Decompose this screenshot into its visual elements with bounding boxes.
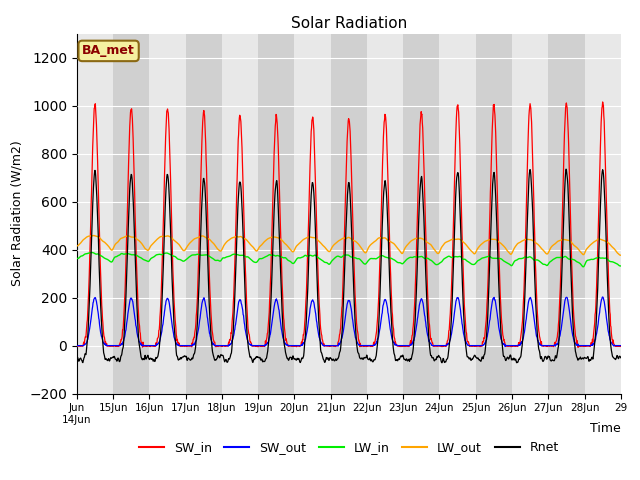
Text: BA_met: BA_met — [82, 44, 135, 58]
Bar — [113, 34, 149, 394]
Title: Solar Radiation: Solar Radiation — [291, 16, 407, 31]
Legend: SW_in, SW_out, LW_in, LW_out, Rnet: SW_in, SW_out, LW_in, LW_out, Rnet — [134, 436, 564, 459]
Bar — [186, 34, 222, 394]
Bar — [403, 34, 440, 394]
Bar — [548, 34, 584, 394]
Bar — [476, 34, 512, 394]
Text: Time: Time — [590, 422, 621, 435]
Bar — [258, 34, 294, 394]
Y-axis label: Solar Radiation (W/m2): Solar Radiation (W/m2) — [11, 141, 24, 287]
Bar — [331, 34, 367, 394]
